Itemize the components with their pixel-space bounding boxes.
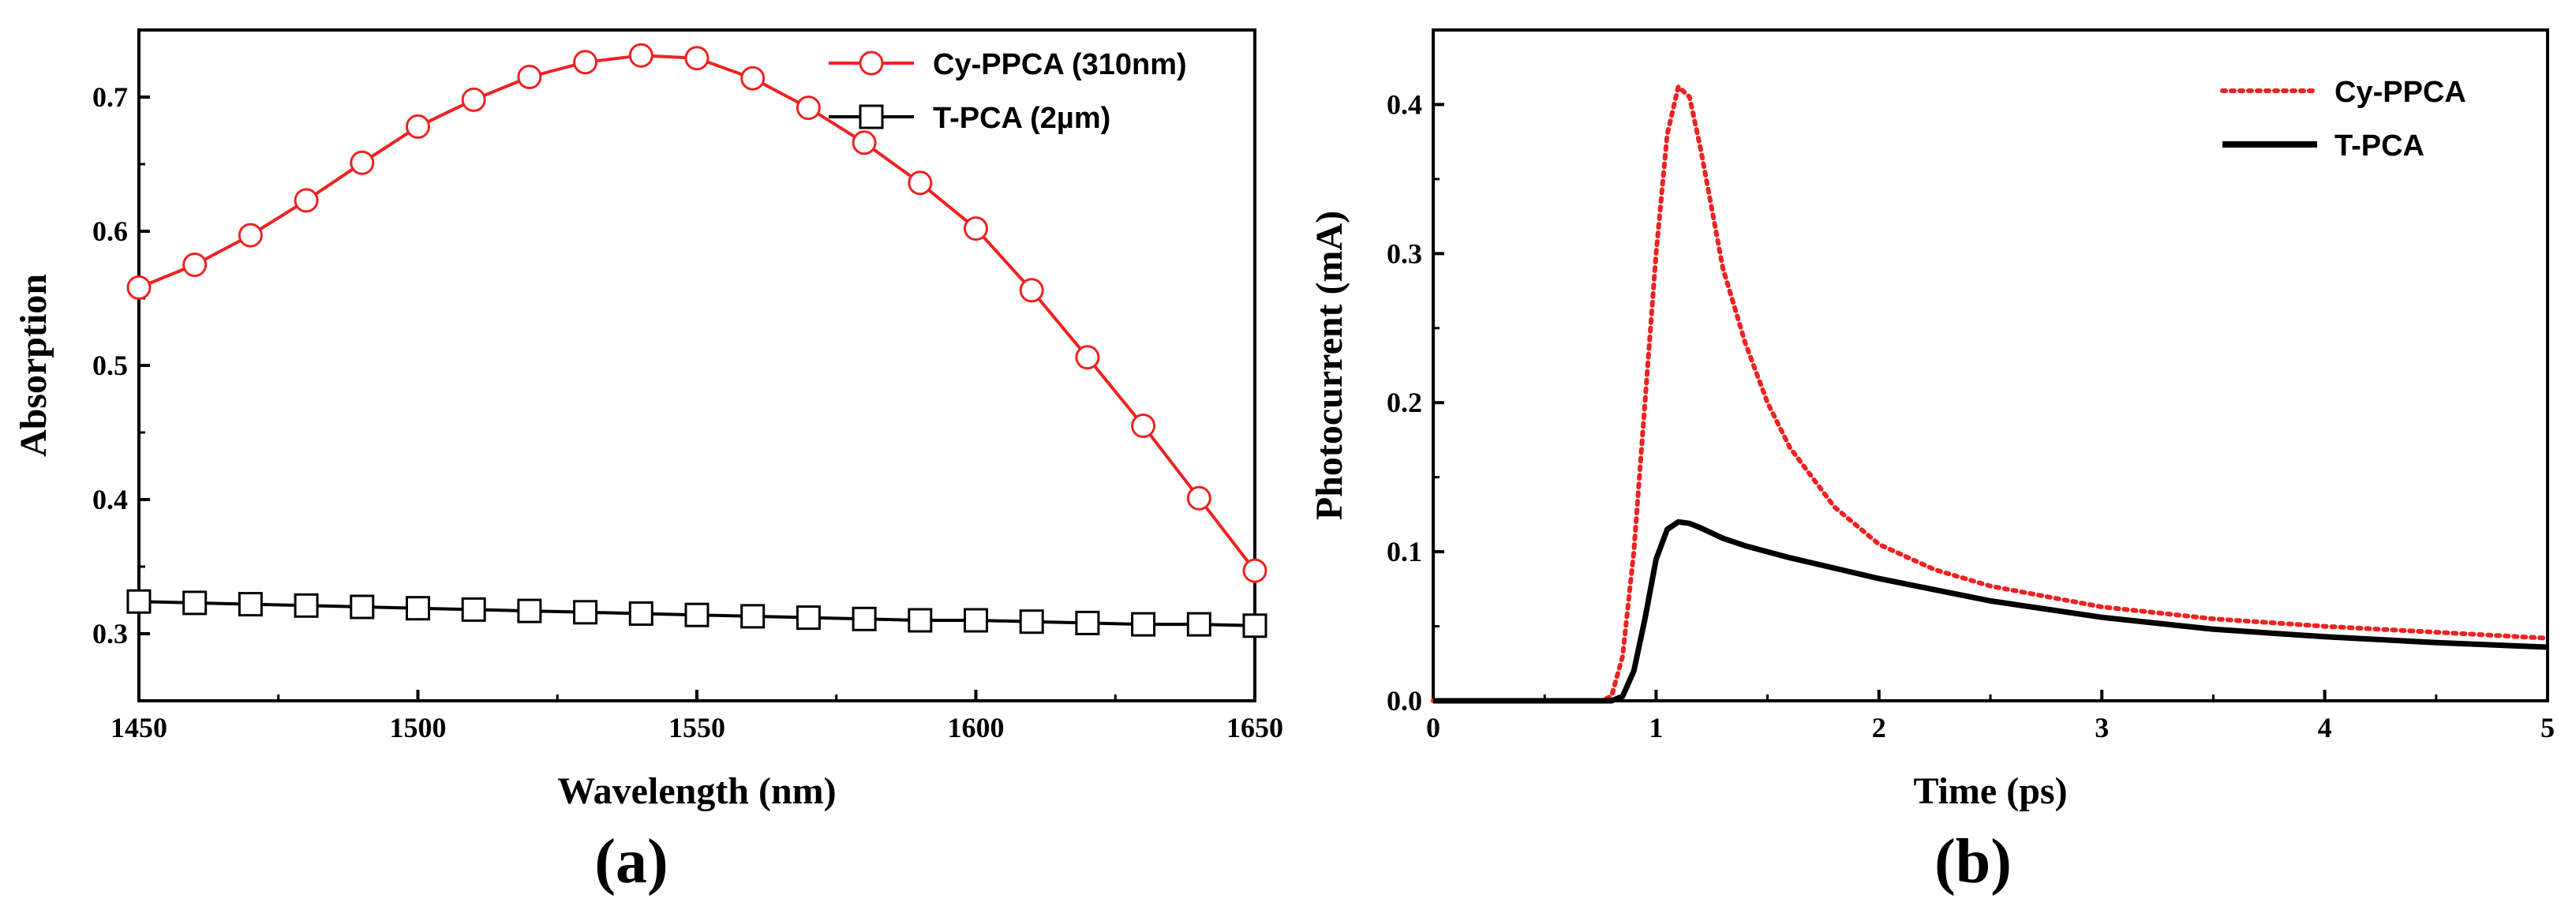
chart-a-ytick-label: 0.5 [92,350,128,381]
chart-a-series-1-point [740,604,766,629]
legend-a-series-0-marker [859,51,884,76]
chart-b-ytick-label: 0.3 [1387,238,1422,269]
legend-b-series-1-label: T-PCA [2334,129,2424,163]
chart-b-xtick-label: 3 [2095,712,2109,743]
chart-a-series-0-point [628,43,653,68]
chart-a-series-1-point [1242,613,1267,638]
chart-b-ytick-label: 0.4 [1387,88,1422,120]
chart-b-panel-label: (b) [1934,827,2012,897]
chart-a-series-0-point [182,253,208,277]
chart-a-series-1-point [461,597,486,622]
chart-a-series-1-point [852,606,877,631]
chart-a-series-0-point [350,150,375,175]
chart-a-series-1-point [628,601,653,626]
chart-a-series-0-point [1019,278,1044,303]
chart-a-ytick-label: 0.4 [92,484,128,515]
chart-a-series-1-point [1131,612,1156,637]
chart-a-series-0-point [1186,485,1211,511]
legend-a-series-0-label: Cy-PPCA (310nm) [933,48,1187,81]
legend-a-series-1-label: T-PCA (2µm) [933,102,1110,135]
chart-b-series-0-line [1431,84,2550,703]
chart-b-xtick-label: 0 [1426,712,1440,743]
chart-a-series-0-point [294,188,319,213]
chart-a-series-1-point [238,592,263,617]
chart-a-ylabel: Absorption [13,274,54,457]
chart-b-ylabel: Photocurrent (mA) [1309,211,1350,520]
chart-a: 1450 1500 1550 1600 1650 0.3 0.4 0.5 0.6 0.7 Wave… [13,28,1283,897]
legend-b-series-0-label: Cy-PPCA [2334,76,2466,109]
chart-b-xtick-label: 4 [2318,712,2332,743]
chart-b-xtick-label: 2 [1872,712,1886,743]
chart-a-xlabel: Wavelength (nm) [557,770,836,812]
chart-a-panel-label: (a) [594,827,668,897]
chart-a-series-0-point [852,130,877,155]
chart-a-xtick-label: 1600 [948,712,1005,743]
chart-a-series-1-point [573,600,598,625]
chart-a-series-1-point [964,608,988,633]
chart-a-series-1-point [796,605,821,631]
chart-a-series-0-point [126,275,152,300]
chart-b: 0 1 2 3 4 5 0.0 0.1 0.2 0.3 0.4 Time (ps) Photocur… [1309,28,2555,897]
chart-a-series-0-point [908,170,933,196]
chart-a-ytick-label: 0.6 [92,215,128,247]
chart-a-ytick-label: 0.7 [92,81,128,113]
chart-a-series-1-point [908,608,933,633]
chart-a-series-1-point [517,598,542,623]
chart-a-series-1-point [350,594,375,620]
chart-a-series-0-point [238,223,263,248]
chart-a-series-0-point [1075,345,1100,370]
chart-a-series-1-point [182,590,208,616]
chart-b-xlabel: Time (ps) [1913,770,2067,812]
legend-a-series-1-marker [859,104,884,129]
chart-a-series-0-point [964,216,988,241]
chart-a-series-1-point [126,589,152,614]
chart-b-ytick-label: 0.2 [1387,387,1422,418]
chart-b-ytick-label: 0.0 [1387,685,1422,717]
chart-a-series-0-point [1242,558,1267,583]
chart-a-series-1-point [684,602,710,627]
chart-a-series-0-point [573,50,598,75]
chart-b-series-1-line [1433,519,2548,704]
chart-a-series-1-point [406,596,430,621]
chart-a-xtick-label: 1650 [1226,712,1283,743]
chart-b-xtick-label: 5 [2540,712,2555,743]
chart-a-xtick-label: 1500 [390,712,447,743]
chart-a-legend: Cy-PPCA (310nm) T-PCA (2µm) [829,48,1187,135]
chart-a-series-0-point [740,66,766,91]
chart-a-series-1-point [1075,610,1100,635]
chart-b-xtick-label: 1 [1649,712,1663,743]
chart-a-xtick-label: 1550 [668,712,725,743]
chart-a-ytick-label: 0.3 [92,618,128,650]
chart-b-legend: Cy-PPCA T-PCA [2220,76,2466,163]
chart-b-ytick-label: 0.1 [1387,536,1422,567]
chart-a-series-1-point [294,593,319,618]
chart-a-series-1-point [1186,612,1211,637]
chart-a-series-0-point [461,87,486,112]
chart-a-series-0-point [517,65,542,89]
chart-a-series-0-point [796,95,821,121]
chart-a-series-0-point [1131,414,1156,438]
chart-a-series-1-point [1019,609,1044,635]
chart-a-series-0-point [406,114,430,139]
chart-a-series-0-point [684,46,710,71]
chart-a-xtick-label: 1450 [110,712,167,743]
